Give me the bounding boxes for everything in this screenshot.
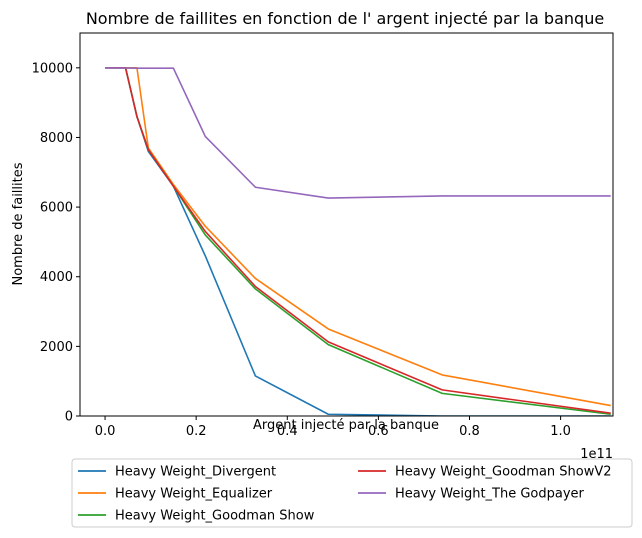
- x-tick-label: 0.0: [95, 424, 116, 439]
- legend-item: Heavy Weight_Goodman ShowV2: [358, 465, 612, 480]
- y-tick-label: 0: [65, 410, 73, 425]
- legend-label: Heavy Weight_Equalizer: [115, 487, 273, 502]
- legend-item: Heavy Weight_The Godpayer: [358, 487, 585, 502]
- x-tick-label: 1.0: [550, 424, 571, 439]
- y-tick-label: 6000: [40, 201, 73, 216]
- legend-item: Heavy Weight_Equalizer: [78, 487, 273, 502]
- series-line-5: [105, 67, 611, 199]
- legend-item: Heavy Weight_Goodman Show: [78, 509, 315, 524]
- y-axis: 0 2000 4000 6000 8000 10000: [32, 61, 80, 425]
- plot-area: [105, 67, 611, 416]
- x-tick-label: 0.4: [277, 424, 298, 439]
- x-axis-offset-label: 1e11: [580, 447, 613, 462]
- x-tick-label: 0.8: [459, 424, 480, 439]
- y-axis-label: Nombre de faillites: [11, 162, 26, 285]
- y-tick-label: 10000: [32, 61, 73, 76]
- y-tick-label: 4000: [40, 270, 73, 285]
- x-tick-label: 0.6: [368, 424, 389, 439]
- legend-label: Heavy Weight_Divergent: [115, 465, 276, 480]
- series-line-2: [105, 67, 611, 407]
- series-line-4: [105, 67, 611, 415]
- legend-box: [71, 458, 633, 528]
- x-axis: 0.0 0.2 0.4 0.6 0.8 1.0: [95, 416, 571, 439]
- chart-title: Nombre de faillites en fonction de l' ar…: [86, 9, 604, 28]
- legend-label: Heavy Weight_Goodman ShowV2: [395, 465, 612, 480]
- legend: Heavy Weight_Divergent Heavy Weight_Equal…: [71, 458, 633, 528]
- y-tick-label: 8000: [40, 131, 73, 146]
- y-tick-label: 2000: [40, 340, 73, 355]
- legend-item: Heavy Weight_Divergent: [78, 465, 276, 480]
- legend-label: Heavy Weight_The Godpayer: [395, 487, 585, 502]
- plot-frame: [79, 32, 614, 417]
- legend-label: Heavy Weight_Goodman Show: [115, 509, 315, 524]
- x-tick-label: 0.2: [186, 424, 207, 439]
- x-axis-label: Argent injecté par la banque: [253, 418, 439, 433]
